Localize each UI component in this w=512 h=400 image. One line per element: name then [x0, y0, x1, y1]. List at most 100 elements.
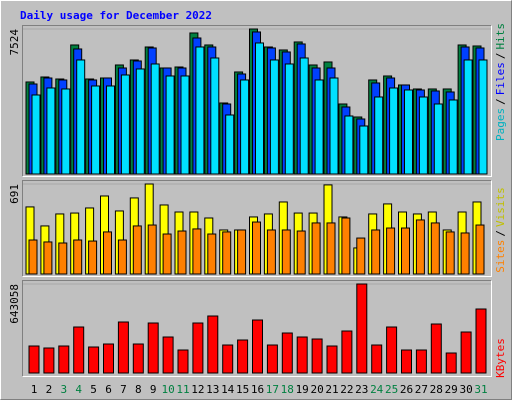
bar [132, 343, 144, 374]
legend-separator: / [494, 53, 507, 60]
x-tick-label: 10 [161, 383, 174, 396]
bar [162, 336, 174, 374]
bar [177, 349, 189, 374]
legend-entry: Visits [494, 187, 507, 227]
bar [433, 103, 443, 175]
legend-entry: Sites [494, 240, 507, 273]
bar [28, 239, 38, 275]
panel-light [22, 25, 492, 177]
bar [88, 346, 100, 374]
x-tick-label: 7 [120, 383, 127, 396]
x-tick-label: 30 [459, 383, 472, 396]
x-tick-label: 5 [90, 383, 97, 396]
bar [311, 222, 321, 275]
bar [356, 283, 368, 374]
bar [43, 347, 55, 374]
bar [180, 75, 190, 175]
x-tick-label: 31 [474, 383, 487, 396]
x-tick-label: 26 [400, 383, 413, 396]
bar [415, 349, 427, 374]
bar [132, 225, 142, 275]
bar [475, 224, 485, 275]
x-tick-label: 29 [445, 383, 458, 396]
bar [329, 77, 339, 175]
x-tick-label: 19 [296, 383, 309, 396]
bar [430, 323, 442, 374]
panel-shadow [22, 180, 492, 277]
x-tick-label: 12 [191, 383, 204, 396]
y-tick-label: 643058 [8, 284, 21, 324]
bar [61, 88, 71, 175]
bar [28, 345, 40, 374]
bar [401, 227, 410, 275]
bar [445, 231, 455, 275]
x-tick-label: 27 [415, 383, 428, 396]
bar [281, 229, 291, 275]
bar [46, 87, 56, 175]
legend-separator: / [494, 98, 507, 105]
bar [418, 96, 428, 175]
bar [415, 219, 425, 275]
x-tick-label: 11 [176, 383, 189, 396]
x-tick-label: 23 [355, 383, 368, 396]
bar [210, 57, 220, 175]
bar [237, 339, 249, 374]
legend-separator: / [494, 230, 507, 237]
bar [106, 85, 115, 175]
bar [103, 231, 112, 275]
y-tick-label: 691 [8, 184, 21, 204]
x-tick-label: 15 [236, 383, 249, 396]
bar [195, 46, 205, 175]
bar [222, 231, 232, 275]
bar [76, 59, 86, 175]
bar [311, 338, 323, 374]
bar [356, 237, 366, 275]
bar [374, 96, 384, 175]
bar [58, 345, 70, 374]
legend-entry: Files [494, 62, 507, 95]
panel-shadow [22, 280, 492, 377]
x-tick-label: 16 [251, 383, 264, 396]
x-tick-label: 17 [266, 383, 279, 396]
bar [192, 322, 204, 374]
bar [31, 94, 41, 175]
x-tick-label: 6 [105, 383, 112, 396]
bar [150, 63, 160, 175]
bar [463, 59, 473, 175]
bar [117, 239, 127, 275]
bar [284, 63, 294, 175]
panel-light [22, 280, 492, 377]
bar [88, 240, 98, 275]
bar [266, 229, 276, 275]
bar [460, 232, 470, 275]
bar [103, 343, 114, 374]
bar [147, 224, 157, 275]
bar [135, 68, 145, 175]
x-tick-label: 14 [221, 383, 235, 396]
bar [386, 227, 396, 275]
legend: Pages / Files / Hits [494, 23, 507, 141]
bar [326, 222, 336, 275]
bar [341, 330, 353, 374]
chart-title: Daily usage for December 2022 [20, 9, 212, 22]
x-tick-label: 13 [206, 383, 219, 396]
bar [91, 85, 101, 175]
bar [43, 241, 53, 275]
x-tick-label: 2 [46, 383, 53, 396]
x-tick-label: 25 [385, 383, 398, 396]
bar [341, 217, 351, 275]
panel-light [22, 180, 492, 277]
bar [314, 79, 324, 175]
bar [117, 321, 129, 374]
bar [225, 114, 235, 175]
bar [460, 331, 472, 374]
bar [478, 59, 488, 175]
bar [386, 326, 398, 374]
bar [222, 344, 234, 374]
legend: KBytes [494, 338, 507, 378]
bar [120, 74, 130, 175]
legend-entry: KBytes [494, 338, 507, 378]
bar [192, 228, 202, 275]
